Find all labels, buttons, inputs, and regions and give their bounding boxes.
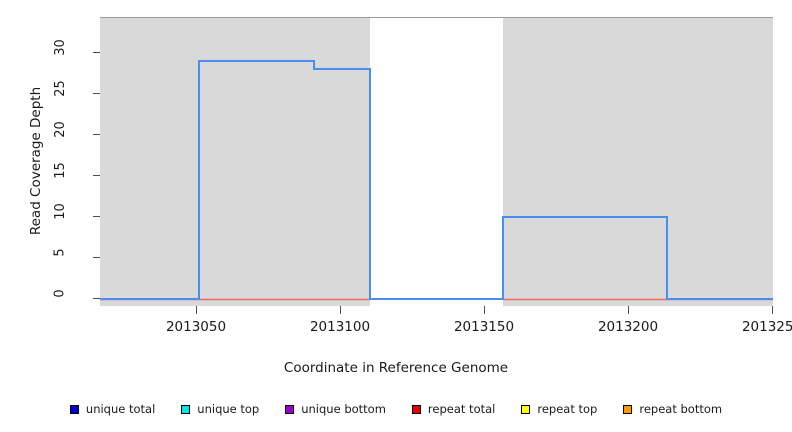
legend-item-unique-top[interactable]: unique top xyxy=(181,402,259,416)
shaded-region-left xyxy=(100,18,370,306)
y-tick-mark-20 xyxy=(93,134,100,135)
y-tick-mark-30 xyxy=(93,52,100,53)
y-tick-label-0: 0 xyxy=(52,289,68,298)
chart-legend: unique total unique top unique bottom re… xyxy=(0,398,792,420)
y-tick-label-25: 25 xyxy=(52,80,68,97)
legend-swatch-icon xyxy=(623,404,633,414)
y-tick-label-15: 15 xyxy=(52,162,68,179)
x-tick-label-2013150: 2013150 xyxy=(453,319,515,335)
plot-area xyxy=(100,17,773,306)
legend-swatch-icon xyxy=(69,404,79,414)
legend-label: repeat total xyxy=(427,402,496,416)
x-tick-mark-2013150 xyxy=(484,306,485,314)
legend-item-unique-bottom[interactable]: unique bottom xyxy=(285,402,386,416)
legend-label: repeat top xyxy=(537,402,598,416)
y-axis-title: Read Coverage Depth xyxy=(28,86,44,236)
legend-item-repeat-total[interactable]: repeat total xyxy=(411,402,496,416)
legend-swatch-icon xyxy=(285,404,295,414)
y-tick-mark-5 xyxy=(93,257,100,258)
x-axis-title: Coordinate in Reference Genome xyxy=(283,360,509,376)
legend-item-repeat-bottom[interactable]: repeat bottom xyxy=(623,402,722,416)
y-tick-label-30: 30 xyxy=(52,39,68,56)
y-tick-label-10: 10 xyxy=(52,203,68,220)
x-tick-label-2013050: 2013050 xyxy=(165,319,227,335)
x-tick-label-2013100: 2013100 xyxy=(309,319,371,335)
y-tick-mark-15 xyxy=(93,175,100,176)
legend-label: unique total xyxy=(85,402,156,416)
legend-item-repeat-top[interactable]: repeat top xyxy=(521,402,597,416)
legend-item-unique-total[interactable]: unique total xyxy=(69,402,156,416)
series-layer xyxy=(100,60,773,301)
y-tick-label-5: 5 xyxy=(52,248,68,257)
series-unique-total xyxy=(100,60,773,300)
x-tick-label-2013200: 2013200 xyxy=(597,319,659,335)
x-tick-mark-2013250 xyxy=(772,306,773,314)
legend-swatch-icon xyxy=(181,404,191,414)
x-tick-label-2013250: 2013250 xyxy=(741,319,792,335)
legend-swatch-icon xyxy=(521,404,531,414)
y-tick-mark-0 xyxy=(93,298,100,299)
y-tick-mark-10 xyxy=(93,216,100,217)
y-tick-label-20: 20 xyxy=(52,121,68,138)
legend-swatch-icon xyxy=(411,404,421,414)
x-tick-mark-2013050 xyxy=(196,306,197,314)
x-tick-mark-2013200 xyxy=(628,306,629,314)
shaded-region-right xyxy=(503,18,773,306)
x-tick-mark-2013100 xyxy=(340,306,341,314)
y-tick-mark-25 xyxy=(93,93,100,94)
legend-label: unique top xyxy=(197,402,260,416)
legend-label: unique bottom xyxy=(301,402,386,416)
legend-label: repeat bottom xyxy=(639,402,723,416)
